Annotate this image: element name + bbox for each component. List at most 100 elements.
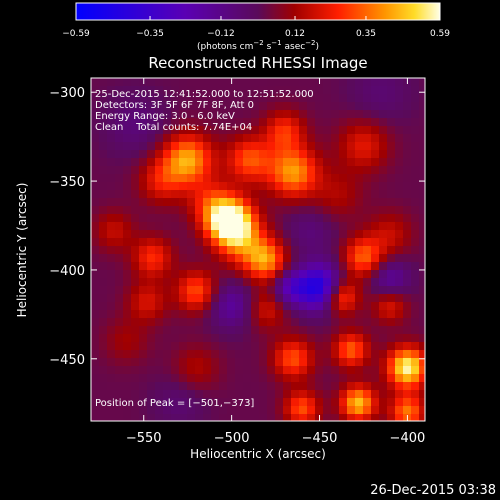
heatmap-cell [187,94,196,103]
heatmap-cell [331,262,340,271]
heatmap-cell [179,142,188,151]
heatmap-cell [371,214,380,223]
heatmap-cell [403,366,412,375]
heatmap-cell [123,254,132,263]
heatmap-cell [275,310,284,319]
heatmap-cell [155,198,164,207]
heatmap-cell [139,254,148,263]
heatmap-cell [147,190,156,199]
heatmap-cell [355,406,364,415]
heatmap-cell [179,150,188,159]
heatmap-cell [419,78,425,87]
heatmap-cell [243,270,252,279]
heatmap-cell [283,118,292,127]
heatmap-cell [147,158,156,167]
heatmap-cell [91,254,100,263]
heatmap-cell [147,150,156,159]
heatmap-cell [267,166,276,175]
heatmap-cell [299,342,308,351]
heatmap-cell [203,78,212,87]
heatmap-cell [99,254,108,263]
heatmap-cell [299,334,308,343]
heatmap-cell [379,230,388,239]
heatmap-cell [107,182,116,191]
heatmap-cell [107,206,116,215]
heatmap-cell [267,134,276,143]
heatmap-cell [283,126,292,135]
heatmap-cell [123,102,132,111]
heatmap-cell [419,198,425,207]
heatmap-cell [419,158,425,167]
heatmap-cell [403,126,412,135]
heatmap-cell [283,270,292,279]
heatmap-cell [379,86,388,95]
heatmap-cell [155,246,164,255]
heatmap-cell [347,198,356,207]
heatmap-cell [275,182,284,191]
timestamp: 26-Dec-2015 03:38 [370,483,496,498]
heatmap-cell [155,342,164,351]
heatmap-cell [219,150,228,159]
heatmap-cell [251,206,260,215]
heatmap-cell [195,342,204,351]
heatmap-cell [171,134,180,143]
heatmap-cell [99,350,108,359]
heatmap-cell [227,294,236,303]
heatmap-cell [187,318,196,327]
heatmap-cell [347,78,356,87]
heatmap-cell [123,414,132,421]
heatmap-cell [315,110,324,119]
heatmap-cell [107,342,116,351]
colorbar-ticks: −0.59 −0.35 −0.12 0.12 0.35 0.59 [62,16,450,39]
heatmap-cell [123,94,132,103]
heatmap-cell [259,358,268,367]
heatmap-cell [163,326,172,335]
heatmap-cell [99,310,108,319]
heatmap-cell [419,174,425,183]
heatmap-cell [195,270,204,279]
heatmap-cell [203,238,212,247]
heatmap-cell [339,110,348,119]
heatmap-cell [403,342,412,351]
heatmap-cell [163,302,172,311]
heatmap-cell [275,110,284,119]
heatmap-cell [331,214,340,223]
heatmap-cell [91,166,100,175]
heatmap-cell [107,190,116,199]
heatmap-cell [347,366,356,375]
heatmap-cell [331,302,340,311]
heatmap-cell [171,294,180,303]
heatmap-cell [211,86,220,95]
heatmap-cell [123,230,132,239]
heatmap-cell [355,174,364,183]
heatmap-cell [355,190,364,199]
heatmap-cell [107,382,116,391]
heatmap-cell [275,206,284,215]
heatmap-cell [243,310,252,319]
heatmap-cell [419,94,425,103]
heatmap-cell [211,350,220,359]
heatmap-cell [347,270,356,279]
heatmap-cell [155,350,164,359]
heatmap-cell [187,230,196,239]
heatmap-cell [243,374,252,383]
heatmap-cell [243,78,252,87]
x-tick-label: −450 [302,431,338,446]
heatmap-cell [419,350,425,359]
heatmap-cell [123,206,132,215]
heatmap-cell [395,158,404,167]
heatmap-cell [123,342,132,351]
heatmap-cell [355,262,364,271]
heatmap-cell [275,166,284,175]
heatmap-cell [179,270,188,279]
heatmap-cell [219,174,228,183]
heatmap-cell [387,270,396,279]
heatmap-cell [139,102,148,111]
heatmap-cell [211,342,220,351]
heatmap-cell [91,142,100,151]
heatmap-cell [123,126,132,135]
heatmap-cell [283,230,292,239]
heatmap-cell [219,398,228,407]
heatmap-cell [315,134,324,143]
heatmap-cell [315,166,324,175]
